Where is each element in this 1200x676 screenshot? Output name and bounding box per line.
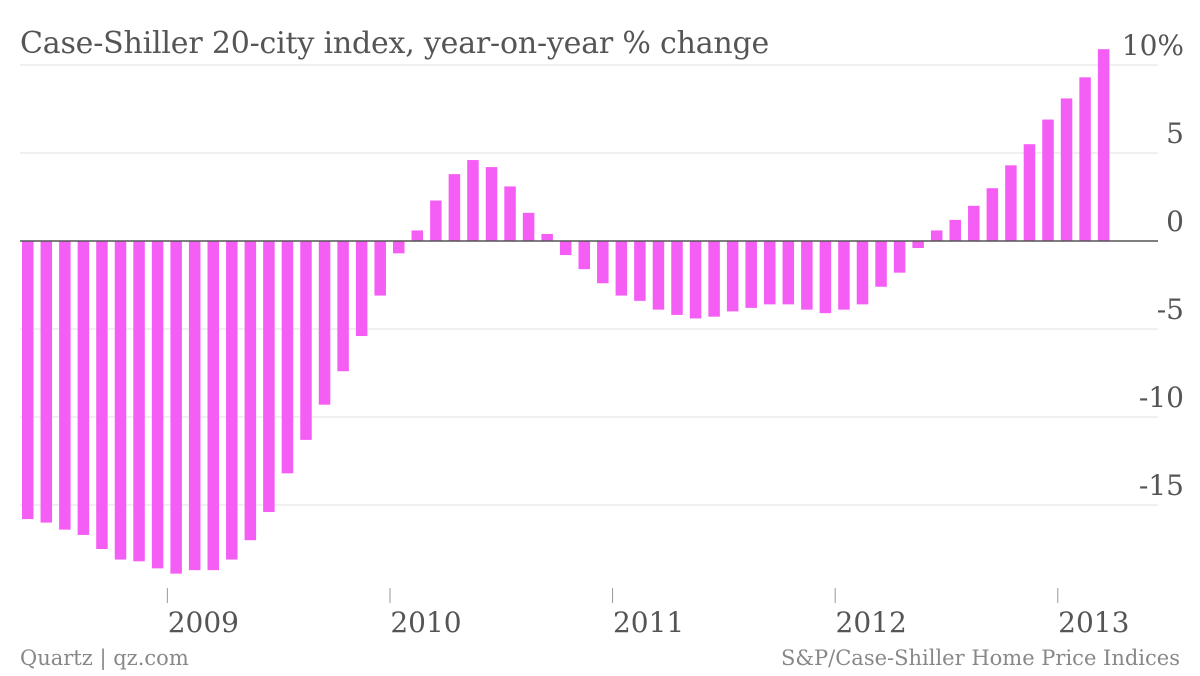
y-tick-label: 0 <box>1166 205 1184 238</box>
bar <box>986 188 999 241</box>
y-tick-label: -15 <box>1139 469 1184 502</box>
bar <box>393 241 405 254</box>
bar <box>522 212 535 241</box>
bar <box>151 241 164 569</box>
bar <box>819 241 832 314</box>
bar <box>430 200 442 241</box>
y-axis: 10% 5 0 -5 -10 -15 <box>1122 29 1184 502</box>
bar <box>337 241 349 372</box>
bar <box>448 174 461 241</box>
bar <box>689 241 702 319</box>
bar <box>1005 165 1017 241</box>
bar <box>1023 144 1036 241</box>
bar <box>856 241 869 305</box>
bar <box>671 241 683 315</box>
bar <box>374 241 386 296</box>
bar <box>263 241 275 513</box>
bar <box>59 241 71 530</box>
bar <box>504 186 516 241</box>
bar <box>912 241 924 249</box>
bar <box>541 233 553 241</box>
bar <box>1097 49 1110 241</box>
bar <box>300 241 312 440</box>
x-tick-label: 2011 <box>613 606 684 639</box>
bar <box>949 219 961 241</box>
bar <box>745 241 757 308</box>
bar <box>634 241 646 301</box>
y-tick-label: 10% <box>1122 29 1184 62</box>
bar <box>77 241 90 535</box>
bar <box>355 241 368 337</box>
x-axis: 2009 2010 2011 2012 2013 <box>166 588 1129 639</box>
bar <box>615 241 628 296</box>
y-tick-label: 5 <box>1166 117 1184 150</box>
bar <box>1042 119 1054 241</box>
bar-series <box>22 49 1110 574</box>
bar <box>188 241 201 571</box>
bar <box>22 241 34 520</box>
chart-title: Case-Shiller 20-city index, year-on-year… <box>20 26 770 61</box>
bar <box>40 241 53 523</box>
bar <box>764 241 776 305</box>
bar <box>597 241 609 284</box>
bar <box>652 241 665 310</box>
bar <box>578 241 590 270</box>
bar <box>318 241 331 405</box>
footer-source-left: Quartz | qz.com <box>20 646 189 670</box>
bar <box>411 230 424 241</box>
bar <box>281 241 294 474</box>
bar <box>708 241 720 317</box>
x-tick-label: 2010 <box>390 606 461 639</box>
bar <box>801 241 813 310</box>
bar <box>226 241 238 560</box>
y-tick-label: -10 <box>1139 381 1184 414</box>
bar <box>1079 77 1091 241</box>
bar <box>133 241 145 562</box>
bar <box>114 241 127 560</box>
bar <box>893 241 906 273</box>
bar <box>875 241 887 287</box>
bar <box>485 167 498 241</box>
bar <box>467 160 479 241</box>
bar <box>244 241 257 541</box>
x-tick-label: 2009 <box>168 606 239 639</box>
bar <box>170 241 182 574</box>
bar <box>726 241 739 312</box>
bar <box>1060 98 1073 241</box>
footer-source-right: S&P/Case-Shiller Home Price Indices <box>780 646 1180 670</box>
bar <box>559 241 572 256</box>
bar <box>968 205 980 241</box>
bar <box>930 230 943 241</box>
x-tick-label: 2013 <box>1058 606 1129 639</box>
bar <box>782 241 795 305</box>
bar <box>838 241 850 310</box>
y-tick-label: -5 <box>1157 293 1184 326</box>
x-tick-label: 2012 <box>836 606 907 639</box>
bar <box>96 241 108 549</box>
bar <box>207 241 219 571</box>
